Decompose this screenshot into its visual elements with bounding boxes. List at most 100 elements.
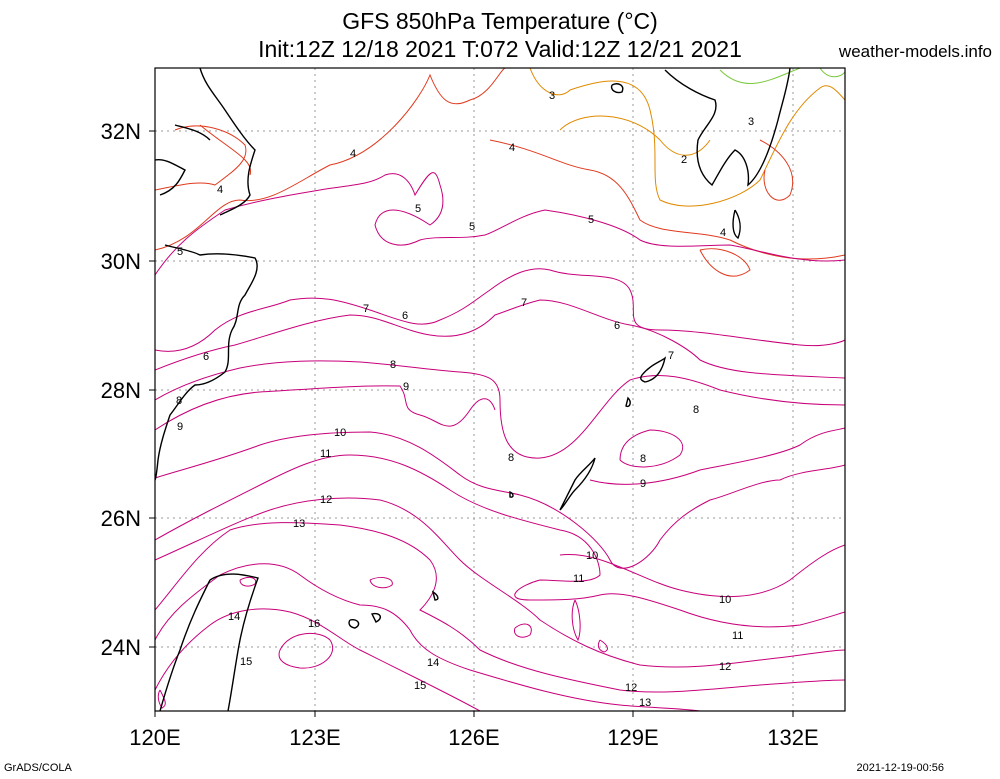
coast-china — [155, 68, 258, 481]
grid — [155, 68, 845, 711]
contour-10 — [155, 431, 845, 569]
contour-label: 4 — [217, 184, 223, 196]
grads-credit: GrADS/COLA — [4, 762, 72, 774]
contour-label: 5 — [415, 203, 421, 215]
coast-taiwan — [159, 573, 259, 711]
contour-label: 6 — [614, 320, 620, 332]
contour-6 — [155, 268, 845, 352]
island-small-4 — [370, 612, 382, 623]
contour-4e — [759, 139, 794, 201]
contour-label: 6 — [203, 351, 209, 363]
contour-labels: 3 3 2 4 4 4 4 5 5 5 5 6 6 6 7 7 7 8 8 8 … — [176, 90, 754, 709]
contour-label: 11 — [573, 573, 584, 585]
contour-label: 13 — [293, 518, 305, 530]
chart-subtitle: Init:12Z 12/18 2021 T:072 Valid:12Z 12/2… — [258, 36, 742, 62]
contour-label: 8 — [390, 359, 396, 371]
contour-label: 8 — [640, 453, 646, 465]
contour-label: 14 — [427, 657, 439, 669]
axis-ticks — [149, 130, 794, 717]
island-small-5 — [509, 490, 514, 498]
contour-label: 8 — [508, 452, 514, 464]
lat-tick-28: 28N — [101, 378, 141, 403]
contour-label: 12 — [625, 682, 637, 694]
lon-tick-labels: 120E 123E 126E 129E 132E — [129, 725, 818, 750]
lat-tick-30: 30N — [101, 249, 141, 274]
contour-label: 16 — [308, 618, 320, 630]
contour-label: 3 — [748, 116, 754, 128]
coast-kyushu — [664, 68, 791, 187]
contour-12 — [155, 497, 845, 668]
contour-label: 5 — [469, 221, 475, 233]
contour-13 — [155, 522, 845, 693]
contour-label: 10 — [586, 550, 598, 562]
contour-10b — [559, 544, 845, 597]
contour-4d — [699, 248, 751, 277]
contour-4c — [489, 139, 845, 260]
island-amami — [640, 356, 667, 383]
contour-label: 10 — [719, 594, 731, 606]
contour-9b — [589, 427, 845, 485]
contour-label: 7 — [521, 297, 527, 309]
contour-9 — [155, 385, 496, 431]
lon-tick-126: 126E — [448, 725, 499, 750]
contour-3b — [559, 115, 711, 156]
island-small-2 — [431, 590, 439, 601]
contour-small-a — [369, 577, 393, 589]
contour-label: 7 — [668, 350, 674, 362]
contour-label: 2 — [681, 154, 687, 166]
contour-3 — [529, 68, 845, 207]
contour-label: 15 — [240, 656, 252, 668]
contour-14 — [155, 563, 701, 711]
contour-label: 13 — [639, 697, 651, 709]
chart-title: GFS 850hPa Temperature (°C) — [342, 8, 658, 34]
island-small-3 — [348, 618, 360, 629]
contour-15 — [155, 608, 481, 711]
contour-label: 7 — [363, 303, 369, 315]
contour-7 — [155, 299, 845, 379]
lat-tick-26: 26N — [101, 506, 141, 531]
site-credit: weather-models.info — [838, 42, 992, 61]
island-small-1 — [625, 396, 631, 408]
contour-label: 9 — [177, 421, 183, 433]
contour-label: 12 — [320, 494, 332, 506]
contour-4b — [155, 68, 506, 251]
contour-small-d — [597, 639, 608, 653]
contour-small-b — [571, 599, 581, 642]
contour-label: 9 — [403, 381, 409, 393]
contour-label: 4 — [720, 227, 726, 239]
contour-label: 11 — [320, 448, 331, 460]
lon-tick-132: 132E — [767, 725, 818, 750]
lon-tick-123: 123E — [289, 725, 340, 750]
island-jeju — [610, 83, 624, 94]
contour-8b — [619, 429, 683, 468]
contour-label: 8 — [176, 395, 182, 407]
lat-tick-32: 32N — [101, 119, 141, 144]
lon-tick-129: 129E — [607, 725, 658, 750]
island-tanegashima — [732, 209, 741, 240]
island-okinawa — [559, 457, 596, 511]
contour-small-c — [513, 623, 532, 638]
contour-label: 10 — [334, 427, 346, 439]
contour-label: 12 — [719, 661, 731, 673]
lon-tick-120: 120E — [129, 725, 180, 750]
contour-label: 11 — [732, 630, 743, 642]
contour-4 — [155, 124, 252, 191]
contour-16 — [278, 632, 333, 669]
contour-label: 14 — [228, 611, 240, 623]
contour-label: 3 — [549, 90, 555, 102]
contour-label: 9 — [640, 478, 646, 490]
contour-5 — [155, 172, 845, 276]
contour-2 — [719, 68, 845, 85]
contour-label: 15 — [414, 680, 426, 692]
contour-label: 4 — [350, 148, 356, 160]
timestamp: 2021-12-19-00:56 — [856, 762, 944, 774]
contour-label: 8 — [693, 404, 699, 416]
contour-11 — [155, 454, 845, 628]
contour-small-f — [239, 576, 257, 587]
contour-label: 6 — [402, 310, 408, 322]
contour-label: 5 — [588, 214, 594, 226]
contour-8 — [155, 360, 845, 459]
contour-label: 4 — [509, 142, 515, 154]
lat-tick-24: 24N — [101, 635, 141, 660]
